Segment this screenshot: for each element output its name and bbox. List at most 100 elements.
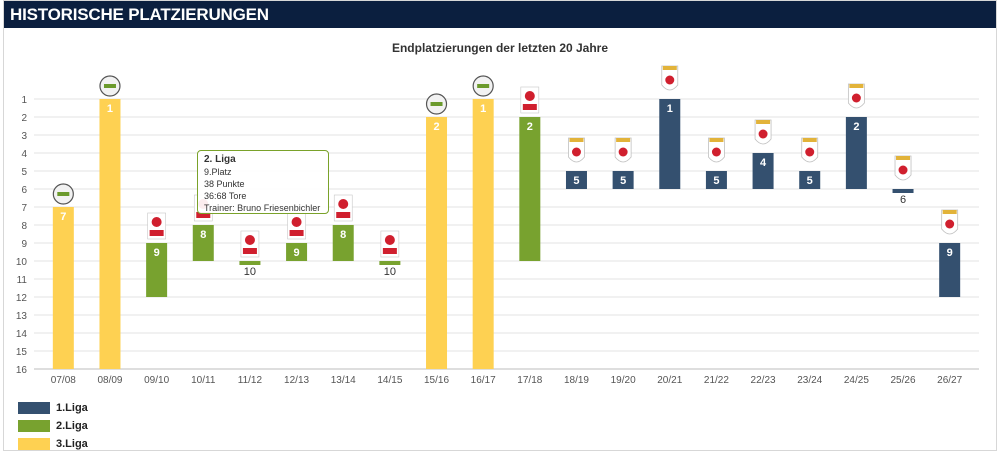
league-logo-icon bbox=[244, 235, 255, 245]
y-tick-label: 11 bbox=[17, 275, 28, 286]
bar[interactable] bbox=[286, 243, 308, 261]
league-logo-icon bbox=[477, 84, 490, 88]
placement-chart[interactable]: 12345678910111213141516707/08108/09909/1… bbox=[4, 1, 996, 396]
league-logo-icon bbox=[662, 66, 677, 70]
bar[interactable] bbox=[472, 99, 494, 369]
bar[interactable] bbox=[612, 171, 634, 189]
x-tick-label: 07/08 bbox=[51, 375, 76, 386]
legend-item-1-liga[interactable]: 1.Liga bbox=[18, 399, 88, 416]
y-tick-label: 7 bbox=[21, 203, 27, 214]
league-logo-icon bbox=[151, 217, 162, 227]
y-tick-label: 13 bbox=[16, 311, 28, 322]
data-label: 10 bbox=[384, 266, 396, 278]
bar[interactable] bbox=[892, 189, 914, 193]
league-logo-icon bbox=[665, 75, 675, 85]
legend-item-3-liga[interactable]: 3.Liga bbox=[18, 435, 88, 452]
league-logo-icon bbox=[711, 147, 721, 157]
bar[interactable] bbox=[705, 171, 727, 189]
x-tick-label: 09/10 bbox=[144, 375, 169, 386]
data-label: 1 bbox=[107, 103, 113, 115]
league-logo-icon bbox=[149, 230, 164, 236]
bar[interactable] bbox=[192, 225, 214, 261]
league-logo-icon bbox=[242, 248, 257, 254]
y-tick-label: 1 bbox=[21, 95, 27, 106]
data-label: 9 bbox=[154, 247, 160, 259]
x-tick-label: 23/24 bbox=[797, 375, 822, 386]
section-header: HISTORISCHE PLATZIERUNGEN bbox=[4, 1, 996, 28]
data-label: 2 bbox=[433, 121, 439, 133]
legend-label: 3.Liga bbox=[56, 437, 88, 450]
tooltip-points: 38 Punkte bbox=[204, 179, 245, 189]
legend-swatch-2-liga bbox=[18, 419, 50, 432]
bar[interactable] bbox=[565, 171, 587, 189]
league-logo-icon bbox=[945, 219, 955, 229]
bar[interactable] bbox=[146, 243, 168, 297]
chart-title: Endplatzierungen der letzten 20 Jahre bbox=[391, 41, 609, 55]
y-tick-label: 12 bbox=[16, 293, 28, 304]
y-tick-label: 3 bbox=[21, 131, 27, 142]
league-logo-icon bbox=[430, 102, 443, 106]
y-tick-label: 6 bbox=[21, 185, 27, 196]
league-logo-icon bbox=[289, 230, 304, 236]
data-label: 8 bbox=[340, 229, 346, 241]
bar[interactable] bbox=[659, 99, 681, 189]
bar[interactable] bbox=[52, 207, 74, 369]
data-label: 10 bbox=[244, 266, 256, 278]
legend-label: 2.Liga bbox=[56, 419, 88, 432]
data-label: 6 bbox=[900, 194, 906, 206]
x-tick-label: 10/11 bbox=[191, 375, 216, 386]
bar[interactable] bbox=[99, 99, 121, 369]
x-tick-label: 22/23 bbox=[751, 375, 776, 386]
league-logo-icon bbox=[849, 84, 864, 88]
bar[interactable] bbox=[332, 225, 354, 261]
y-tick-label: 10 bbox=[16, 257, 28, 268]
league-logo-icon bbox=[618, 147, 628, 157]
data-label: 2 bbox=[853, 121, 859, 133]
legend: 1.Liga 2.Liga 3.Liga bbox=[18, 399, 88, 453]
tooltip-goals: 36:68 Tore bbox=[204, 191, 247, 201]
league-logo-icon bbox=[802, 138, 817, 142]
data-label: 5 bbox=[713, 175, 719, 187]
data-label: 1 bbox=[667, 103, 673, 115]
league-logo-icon bbox=[336, 212, 351, 218]
data-label: 7 bbox=[60, 211, 66, 223]
league-logo-icon bbox=[756, 120, 771, 124]
x-tick-label: 08/09 bbox=[97, 375, 122, 386]
x-tick-label: 12/13 bbox=[284, 375, 309, 386]
x-tick-label: 14/15 bbox=[377, 375, 402, 386]
bar[interactable] bbox=[379, 261, 401, 265]
tooltip-place: 9.Platz bbox=[204, 167, 232, 177]
data-label: 4 bbox=[760, 157, 767, 169]
x-tick-label: 26/27 bbox=[937, 375, 962, 386]
league-logo-icon bbox=[524, 91, 535, 101]
legend-item-2-liga[interactable]: 2.Liga bbox=[18, 417, 88, 434]
bar[interactable] bbox=[939, 243, 961, 297]
x-tick-label: 19/20 bbox=[611, 375, 636, 386]
league-logo-icon bbox=[338, 199, 349, 209]
bar[interactable] bbox=[752, 153, 774, 189]
data-label: 8 bbox=[200, 229, 206, 241]
bar[interactable] bbox=[426, 117, 448, 369]
x-tick-label: 25/26 bbox=[891, 375, 916, 386]
x-tick-label: 24/25 bbox=[844, 375, 869, 386]
y-tick-label: 4 bbox=[21, 149, 27, 160]
league-logo-icon bbox=[196, 212, 211, 218]
x-tick-label: 13/14 bbox=[331, 375, 356, 386]
data-label: 5 bbox=[807, 175, 813, 187]
y-tick-label: 2 bbox=[21, 113, 27, 124]
league-logo-icon bbox=[942, 210, 957, 214]
league-logo-icon bbox=[103, 84, 116, 88]
bar[interactable] bbox=[519, 117, 541, 261]
league-logo-icon bbox=[291, 217, 302, 227]
tooltip: 2. Liga 9.Platz 38 Punkte 36:68 Tore Tra… bbox=[197, 150, 329, 214]
bar[interactable] bbox=[799, 171, 821, 189]
legend-label: 1.Liga bbox=[56, 401, 88, 414]
chart-panel: HISTORISCHE PLATZIERUNGEN Endplatzierung… bbox=[3, 0, 997, 451]
x-tick-label: 17/18 bbox=[517, 375, 542, 386]
bar[interactable] bbox=[239, 261, 261, 265]
bar[interactable] bbox=[845, 117, 867, 189]
league-logo-icon bbox=[382, 248, 397, 254]
data-label: 9 bbox=[947, 247, 953, 259]
league-logo-icon bbox=[384, 235, 395, 245]
league-logo-icon bbox=[898, 165, 908, 175]
